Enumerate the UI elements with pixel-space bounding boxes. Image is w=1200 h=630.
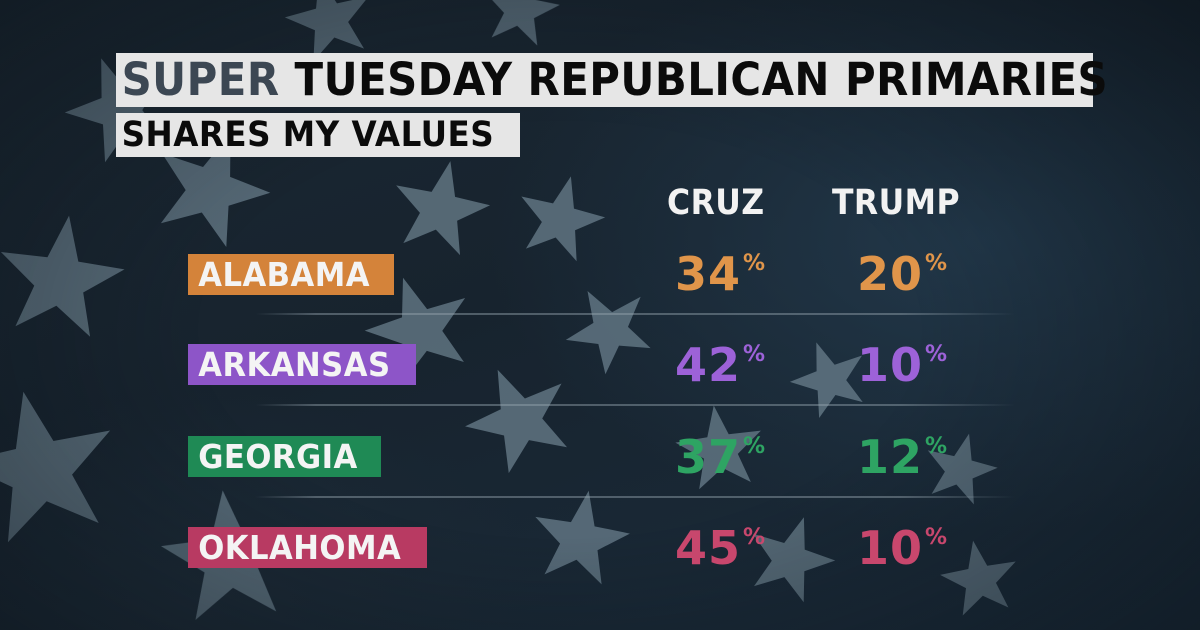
percent-sign: % xyxy=(743,251,766,276)
value-number: 10 xyxy=(857,338,924,392)
value-number: 12 xyxy=(857,430,924,484)
value-trump-oklahoma: 10% xyxy=(857,525,947,571)
column-header-trump: TRUMP xyxy=(832,183,961,223)
value-cruz-georgia: 37% xyxy=(675,434,765,480)
page-title: SUPER TUESDAY REPUBLICAN PRIMARIES xyxy=(116,53,1108,107)
percent-sign: % xyxy=(925,251,948,276)
value-cruz-oklahoma: 45% xyxy=(675,525,765,571)
state-name: ALABAMA xyxy=(198,255,370,294)
state-label-alabama: ALABAMA xyxy=(188,254,394,295)
percent-sign: % xyxy=(925,342,948,367)
value-trump-georgia: 12% xyxy=(857,434,947,480)
percent-sign: % xyxy=(925,434,948,459)
value-number: 10 xyxy=(857,521,924,575)
percent-sign: % xyxy=(925,525,948,550)
value-number: 45 xyxy=(675,521,742,575)
row-divider xyxy=(255,404,1015,406)
value-number: 20 xyxy=(857,247,924,301)
row-divider xyxy=(255,496,1015,498)
percent-sign: % xyxy=(743,525,766,550)
column-header-cruz: CRUZ xyxy=(667,183,765,223)
row-divider xyxy=(255,313,1015,315)
value-cruz-alabama: 34% xyxy=(675,251,765,297)
state-label-arkansas: ARKANSAS xyxy=(188,344,416,385)
state-label-georgia: GEORGIA xyxy=(188,436,381,477)
title-main-text: TUESDAY REPUBLICAN PRIMARIES xyxy=(294,53,1109,106)
title-banner: SUPER TUESDAY REPUBLICAN PRIMARIES xyxy=(116,53,1108,107)
state-label-oklahoma: OKLAHOMA xyxy=(188,527,428,568)
value-number: 42 xyxy=(675,338,742,392)
title-accent-word: SUPER xyxy=(121,53,280,106)
value-trump-arkansas: 10% xyxy=(857,342,947,388)
state-name: GEORGIA xyxy=(198,437,358,476)
state-name: ARKANSAS xyxy=(198,345,391,384)
value-trump-alabama: 20% xyxy=(857,251,947,297)
subtitle: SHARES MY VALUES xyxy=(121,115,495,155)
value-number: 37 xyxy=(675,430,742,484)
percent-sign: % xyxy=(743,434,766,459)
state-name: OKLAHOMA xyxy=(198,528,402,567)
percent-sign: % xyxy=(743,342,766,367)
value-number: 34 xyxy=(675,247,742,301)
value-cruz-arkansas: 42% xyxy=(675,342,765,388)
subtitle-banner: SHARES MY VALUES xyxy=(116,113,520,157)
